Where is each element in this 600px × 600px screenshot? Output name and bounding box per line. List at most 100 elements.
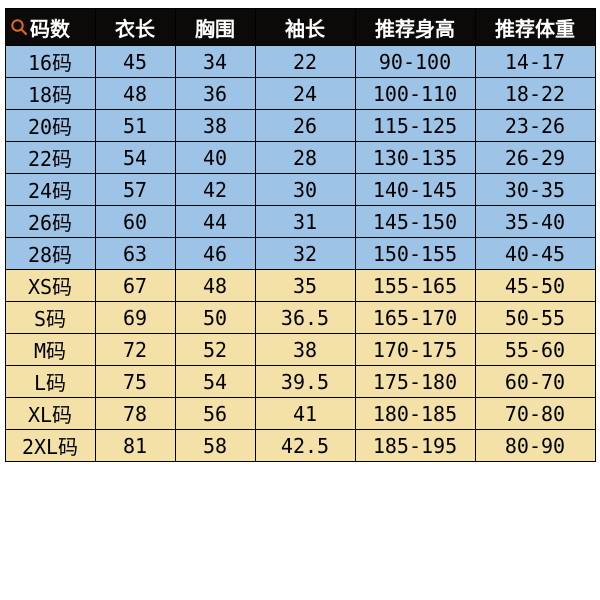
table-cell: 34 — [175, 46, 255, 78]
table-cell: 57 — [95, 174, 175, 206]
table-row: M码725238170-17555-60 — [5, 334, 595, 366]
table-cell: 165-170 — [355, 302, 475, 334]
table-row: 26码604431145-15035-40 — [5, 206, 595, 238]
table-row: XL码785641180-18570-80 — [5, 398, 595, 430]
table-cell: 67 — [95, 270, 175, 302]
table-cell: 115-125 — [355, 110, 475, 142]
table-cell: 145-150 — [355, 206, 475, 238]
table-cell: 170-175 — [355, 334, 475, 366]
table-cell: 100-110 — [355, 78, 475, 110]
table-cell: 70-80 — [475, 398, 595, 430]
table-cell: 60-70 — [475, 366, 595, 398]
table-cell: 26-29 — [475, 142, 595, 174]
table-cell: 14-17 — [475, 46, 595, 78]
table-cell: 26 — [255, 110, 355, 142]
table-row: 16码45342290-10014-17 — [5, 46, 595, 78]
table-cell: XL码 — [5, 398, 95, 430]
col-header: 推荐体重 — [475, 9, 595, 46]
table-cell: S码 — [5, 302, 95, 334]
table-cell: 51 — [95, 110, 175, 142]
table-cell: 69 — [95, 302, 175, 334]
table-header-row: 码数衣长胸围袖长推荐身高推荐体重 — [5, 9, 595, 46]
table-cell: 38 — [255, 334, 355, 366]
table-cell: 81 — [95, 430, 175, 462]
table-row: 28码634632150-15540-45 — [5, 238, 595, 270]
table-cell: 2XL码 — [5, 430, 95, 462]
col-header: 码数 — [5, 9, 95, 46]
table-cell: 60 — [95, 206, 175, 238]
table-cell: M码 — [5, 334, 95, 366]
table-row: L码755439.5175-18060-70 — [5, 366, 595, 398]
table-cell: 28码 — [5, 238, 95, 270]
table-cell: 31 — [255, 206, 355, 238]
col-header: 胸围 — [175, 9, 255, 46]
table-cell: 24码 — [5, 174, 95, 206]
table-cell: 72 — [95, 334, 175, 366]
table-cell: 35 — [255, 270, 355, 302]
table-cell: 54 — [95, 142, 175, 174]
table-body: 16码45342290-10014-1718码483624100-11018-2… — [5, 46, 595, 462]
table-cell: 155-165 — [355, 270, 475, 302]
table-cell: 130-135 — [355, 142, 475, 174]
table-cell: 39.5 — [255, 366, 355, 398]
table-cell: 46 — [175, 238, 255, 270]
table-cell: 75 — [95, 366, 175, 398]
table-cell: 90-100 — [355, 46, 475, 78]
table-row: 18码483624100-11018-22 — [5, 78, 595, 110]
table-cell: 16码 — [5, 46, 95, 78]
table-cell: 30 — [255, 174, 355, 206]
table-cell: 42.5 — [255, 430, 355, 462]
table-row: XS码674835155-16545-50 — [5, 270, 595, 302]
table-cell: 20码 — [5, 110, 95, 142]
table-cell: 36.5 — [255, 302, 355, 334]
table-cell: XS码 — [5, 270, 95, 302]
table-cell: 18-22 — [475, 78, 595, 110]
table-cell: 180-185 — [355, 398, 475, 430]
table-cell: 55-60 — [475, 334, 595, 366]
table-cell: 24 — [255, 78, 355, 110]
magnifier-icon — [10, 18, 28, 36]
table-cell: 41 — [255, 398, 355, 430]
table-cell: 45 — [95, 46, 175, 78]
table-cell: 32 — [255, 238, 355, 270]
table-cell: 58 — [175, 430, 255, 462]
table-cell: 18码 — [5, 78, 95, 110]
table-cell: 23-26 — [475, 110, 595, 142]
size-chart-table: 码数衣长胸围袖长推荐身高推荐体重 16码45342290-10014-1718码… — [5, 8, 596, 462]
table-row: 24码574230140-14530-35 — [5, 174, 595, 206]
table-cell: 78 — [95, 398, 175, 430]
table-row: 20码513826115-12523-26 — [5, 110, 595, 142]
table-cell: 185-195 — [355, 430, 475, 462]
table-cell: 45-50 — [475, 270, 595, 302]
table-cell: 35-40 — [475, 206, 595, 238]
table-cell: 175-180 — [355, 366, 475, 398]
table-cell: 140-145 — [355, 174, 475, 206]
table-cell: 40-45 — [475, 238, 595, 270]
table-row: 22码544028130-13526-29 — [5, 142, 595, 174]
table-cell: 30-35 — [475, 174, 595, 206]
table-cell: 150-155 — [355, 238, 475, 270]
table-cell: 80-90 — [475, 430, 595, 462]
table-cell: 26码 — [5, 206, 95, 238]
table-cell: 36 — [175, 78, 255, 110]
table-row: S码695036.5165-17050-55 — [5, 302, 595, 334]
table-cell: 48 — [95, 78, 175, 110]
table-cell: L码 — [5, 366, 95, 398]
table-cell: 28 — [255, 142, 355, 174]
table-cell: 22码 — [5, 142, 95, 174]
table-cell: 48 — [175, 270, 255, 302]
col-header: 衣长 — [95, 9, 175, 46]
table-cell: 50-55 — [475, 302, 595, 334]
table-cell: 22 — [255, 46, 355, 78]
table-cell: 38 — [175, 110, 255, 142]
col-header: 推荐身高 — [355, 9, 475, 46]
table-cell: 44 — [175, 206, 255, 238]
table-cell: 54 — [175, 366, 255, 398]
table-cell: 40 — [175, 142, 255, 174]
table-cell: 63 — [95, 238, 175, 270]
table-cell: 50 — [175, 302, 255, 334]
table-row: 2XL码815842.5185-19580-90 — [5, 430, 595, 462]
table-cell: 52 — [175, 334, 255, 366]
col-header: 袖长 — [255, 9, 355, 46]
table-cell: 56 — [175, 398, 255, 430]
